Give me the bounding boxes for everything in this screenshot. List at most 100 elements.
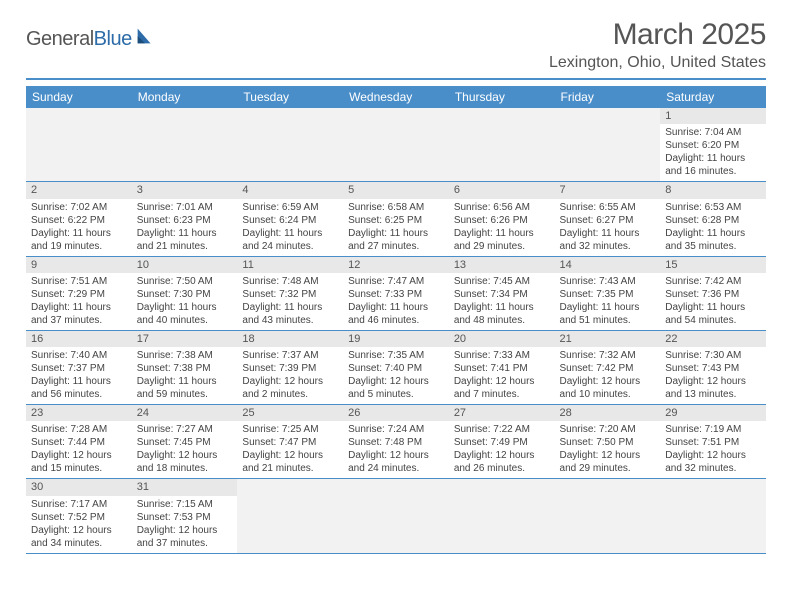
calendar-head: SundayMondayTuesdayWednesdayThursdayFrid… — [26, 86, 766, 108]
day-cell: 29 Sunrise: 7:19 AMSunset: 7:51 PMDayligh… — [660, 405, 766, 479]
daylight-line: Daylight: 12 hours and 15 minutes. — [31, 449, 127, 475]
sunset-line: Sunset: 6:26 PM — [454, 214, 550, 227]
sunrise-line: Sunrise: 6:56 AM — [454, 201, 550, 214]
day-number: 14 — [555, 257, 661, 273]
logo: GeneralBlue — [26, 28, 156, 51]
day-cell: 9Sunrise: 7:51 AMSunset: 7:29 PMDaylight… — [26, 257, 132, 331]
day-cell: 27Sunrise: 7:22 AMSunset: 7:49 PMDayligh… — [449, 405, 555, 479]
sunset-line: Sunset: 7:50 PM — [560, 436, 656, 449]
day-number: 28 — [555, 405, 661, 421]
daylight-line: Daylight: 11 hours and 19 minutes. — [31, 227, 127, 253]
day-number: 25 — [237, 405, 343, 421]
daylight-line: Daylight: 11 hours and 24 minutes. — [242, 227, 338, 253]
sunrise-line: Sunrise: 7:02 AM — [31, 201, 127, 214]
calendar-row: 9Sunrise: 7:51 AMSunset: 7:29 PMDaylight… — [26, 257, 766, 331]
sunrise-line: Sunrise: 7:30 AM — [665, 349, 761, 362]
sunrise-line: Sunrise: 7:17 AM — [31, 498, 127, 511]
sunset-line: Sunset: 7:30 PM — [137, 288, 233, 301]
day-number: 24 — [132, 405, 238, 421]
sunrise-line: Sunrise: 7:45 AM — [454, 275, 550, 288]
day-number: 21 — [555, 331, 661, 347]
daylight-line: Daylight: 11 hours and 16 minutes. — [665, 152, 761, 178]
day-cell: 6Sunrise: 6:56 AMSunset: 6:26 PMDaylight… — [449, 182, 555, 256]
sunset-line: Sunset: 7:51 PM — [665, 436, 761, 449]
weekday-header: Tuesday — [237, 86, 343, 108]
daylight-line: Daylight: 12 hours and 18 minutes. — [137, 449, 233, 475]
daylight-line: Daylight: 11 hours and 54 minutes. — [665, 301, 761, 327]
day-number: 20 — [449, 331, 555, 347]
day-cell: 10Sunrise: 7:50 AMSunset: 7:30 PMDayligh… — [132, 257, 238, 331]
sunrise-line: Sunrise: 6:55 AM — [560, 201, 656, 214]
sunrise-line: Sunrise: 7:22 AM — [454, 423, 550, 436]
daylight-line: Daylight: 11 hours and 21 minutes. — [137, 227, 233, 253]
sunset-line: Sunset: 7:43 PM — [665, 362, 761, 375]
sunrise-line: Sunrise: 7:50 AM — [137, 275, 233, 288]
day-number: 23 — [26, 405, 132, 421]
day-number: 15 — [660, 257, 766, 273]
day-number: 19 — [343, 331, 449, 347]
sunset-line: Sunset: 7:37 PM — [31, 362, 127, 375]
sunrise-line: Sunrise: 7:24 AM — [348, 423, 444, 436]
calendar-page: GeneralBlue March 2025 Lexington, Ohio, … — [0, 0, 792, 568]
day-number: 7 — [555, 182, 661, 198]
day-number: 9 — [26, 257, 132, 273]
daylight-line: Daylight: 12 hours and 5 minutes. — [348, 375, 444, 401]
location: Lexington, Ohio, United States — [549, 54, 766, 72]
calendar-row: 2Sunrise: 7:02 AMSunset: 6:22 PMDaylight… — [26, 182, 766, 256]
day-number: 8 — [660, 182, 766, 198]
daylight-line: Daylight: 12 hours and 32 minutes. — [665, 449, 761, 475]
sunset-line: Sunset: 6:27 PM — [560, 214, 656, 227]
sunrise-line: Sunrise: 7:19 AM — [665, 423, 761, 436]
sunset-line: Sunset: 7:35 PM — [560, 288, 656, 301]
day-cell: 15 Sunrise: 7:42 AMSunset: 7:36 PMDayligh… — [660, 257, 766, 331]
sunrise-line: Sunrise: 7:42 AM — [665, 275, 761, 288]
sunrise-line: Sunrise: 7:37 AM — [242, 349, 338, 362]
blank-cell — [343, 479, 449, 553]
day-number: 31 — [132, 479, 238, 495]
calendar-row: 1Sunrise: 7:04 AMSunset: 6:20 PMDaylight… — [26, 108, 766, 182]
sunrise-line: Sunrise: 7:35 AM — [348, 349, 444, 362]
sail-icon — [134, 25, 156, 47]
day-cell: 19Sunrise: 7:35 AMSunset: 7:40 PMDayligh… — [343, 331, 449, 405]
day-cell: 17Sunrise: 7:38 AMSunset: 7:38 PMDayligh… — [132, 331, 238, 405]
calendar-row: 16 Sunrise: 7:40 AMSunset: 7:37 PM Dayligh… — [26, 331, 766, 405]
weekday-header: Thursday — [449, 86, 555, 108]
day-cell: 23Sunrise: 7:28 AMSunset: 7:44 PMDayligh… — [26, 405, 132, 479]
day-number: 18 — [237, 331, 343, 347]
header: GeneralBlue March 2025 Lexington, Ohio, … — [26, 18, 766, 80]
sunset-line: Sunset: 6:20 PM — [665, 139, 761, 152]
day-cell: 4Sunrise: 6:59 AMSunset: 6:24 PMDaylight… — [237, 182, 343, 256]
logo-text: GeneralBlue — [26, 28, 132, 51]
sunrise-line: Sunrise: 7:40 AM — [31, 349, 127, 362]
sunrise-line: Sunrise: 7:04 AM — [665, 126, 761, 139]
sunset-line: Sunset: 7:48 PM — [348, 436, 444, 449]
daylight-line: Daylight: 12 hours and 21 minutes. — [242, 449, 338, 475]
day-number: 3 — [132, 182, 238, 198]
day-cell: 13Sunrise: 7:45 AMSunset: 7:34 PMDayligh… — [449, 257, 555, 331]
day-cell: 16Sunrise: 7:40 AMSunset: 7:37 PMDayligh… — [26, 331, 132, 405]
day-number: 29 — [660, 405, 766, 421]
blank-cell — [449, 479, 555, 553]
day-cell: 21Sunrise: 7:32 AMSunset: 7:42 PMDayligh… — [555, 331, 661, 405]
sunrise-line: Sunrise: 6:58 AM — [348, 201, 444, 214]
sunset-line: Sunset: 7:34 PM — [454, 288, 550, 301]
daylight-line: Daylight: 11 hours and 59 minutes. — [137, 375, 233, 401]
sunrise-line: Sunrise: 7:27 AM — [137, 423, 233, 436]
logo-word-blue: Blue — [94, 28, 132, 50]
sunset-line: Sunset: 7:47 PM — [242, 436, 338, 449]
blank-cell — [343, 108, 449, 182]
sunset-line: Sunset: 7:36 PM — [665, 288, 761, 301]
day-number: 30 — [26, 479, 132, 495]
sunset-line: Sunset: 6:22 PM — [31, 214, 127, 227]
day-number: 12 — [343, 257, 449, 273]
sunrise-line: Sunrise: 7:43 AM — [560, 275, 656, 288]
logo-word-general: General — [26, 28, 94, 50]
day-number: 26 — [343, 405, 449, 421]
daylight-line: Daylight: 11 hours and 46 minutes. — [348, 301, 444, 327]
day-number: 16 — [26, 331, 132, 347]
daylight-line: Daylight: 11 hours and 29 minutes. — [454, 227, 550, 253]
sunrise-line: Sunrise: 7:28 AM — [31, 423, 127, 436]
blank-cell — [449, 108, 555, 182]
day-cell: 2Sunrise: 7:02 AMSunset: 6:22 PMDaylight… — [26, 182, 132, 256]
day-cell: 25Sunrise: 7:25 AMSunset: 7:47 PMDayligh… — [237, 405, 343, 479]
